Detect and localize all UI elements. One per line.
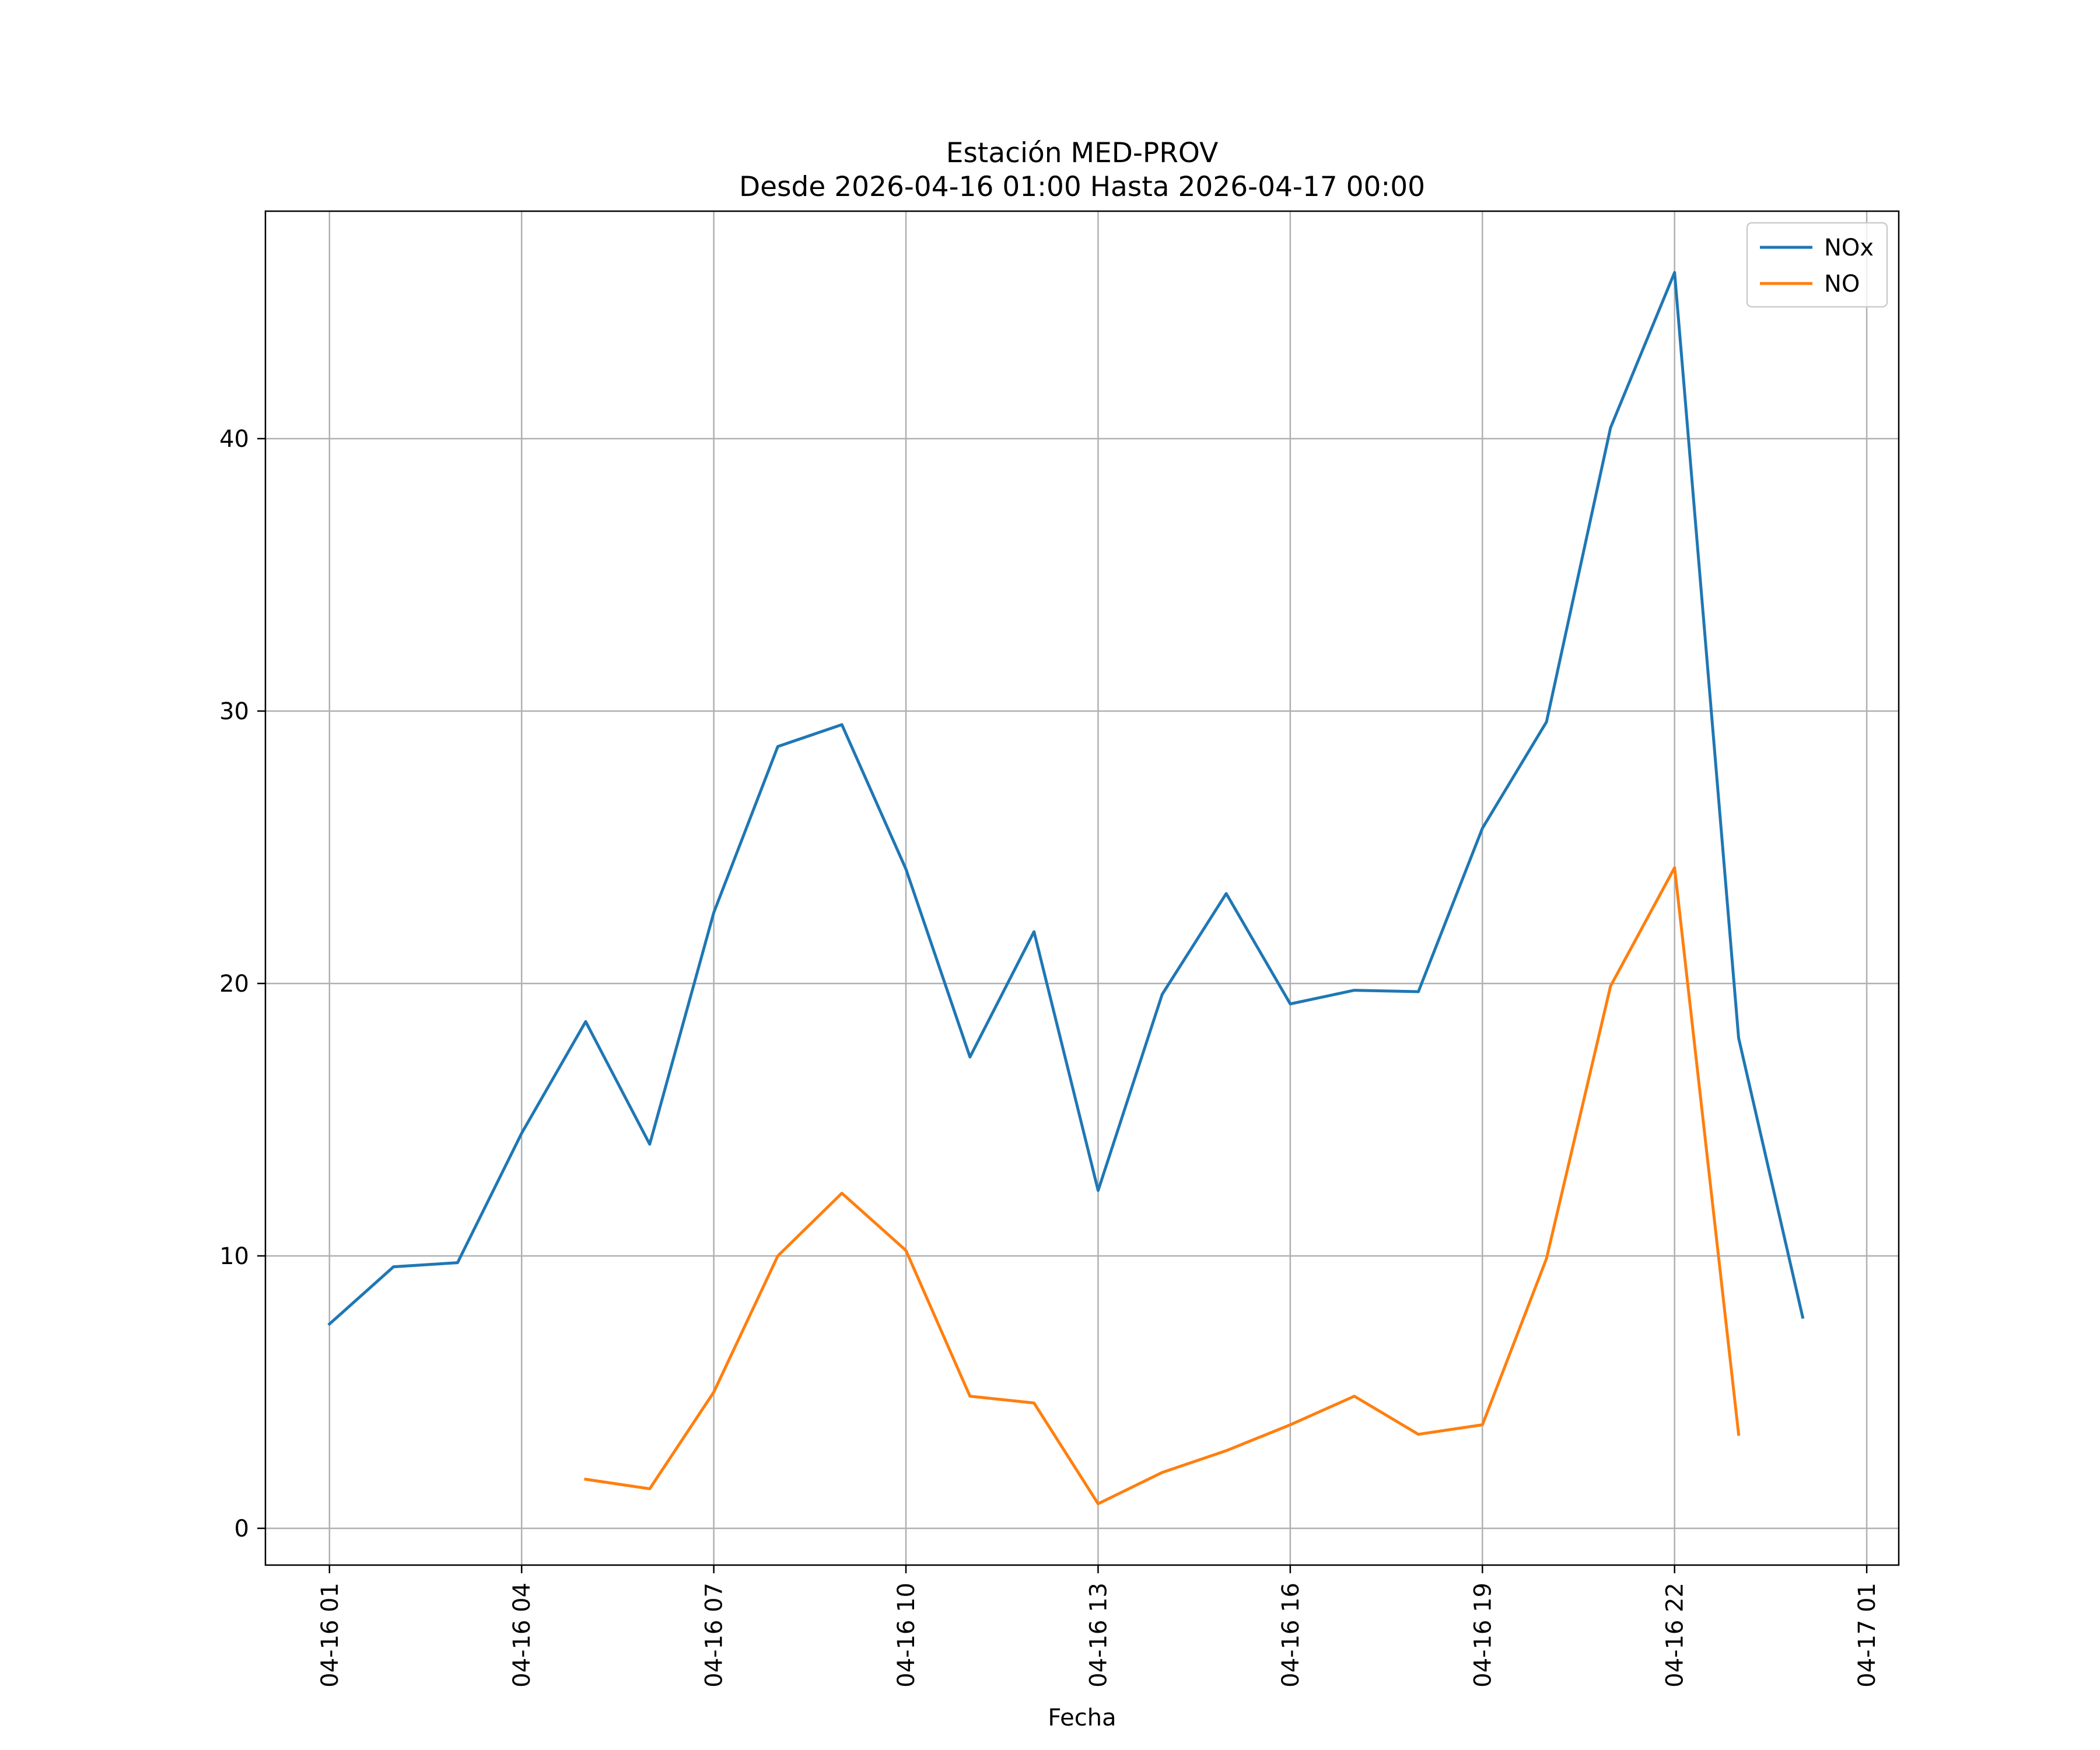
x-tick-label: 04-16 22 — [1662, 1583, 1689, 1688]
x-axis-label: Fecha — [1048, 1704, 1116, 1731]
legend-box — [1746, 222, 1888, 308]
axis-ticks: 04-16 01 04-16 04 04-16 07 04-16 10 04-16 13… — [219, 426, 1881, 1688]
series-lines — [327, 271, 1805, 1506]
x-tick-label: 04-16 19 — [1469, 1583, 1496, 1688]
x-tick-label: 04-16 07 — [701, 1583, 728, 1688]
y-tick-label: 0 — [235, 1516, 249, 1542]
y-tick-label: 30 — [219, 698, 249, 725]
x-tick-label: 04-17 01 — [1854, 1583, 1881, 1688]
plot-area-frame — [264, 210, 1900, 1566]
x-tick-label: 04-16 01 — [317, 1583, 344, 1688]
y-tick-label: 10 — [219, 1243, 249, 1270]
chart-subtitle: Desde 2026-04-16 01:00 Hasta 2026-04-17 … — [739, 171, 1425, 203]
chart-title: Estación MED-PROV — [946, 137, 1219, 169]
legend: NOx NO — [1746, 222, 1888, 308]
x-tick-label: 04-16 16 — [1278, 1583, 1304, 1688]
series-line-nox — [327, 271, 1805, 1326]
x-tick-label: 04-16 04 — [509, 1583, 536, 1688]
series-line-no — [584, 866, 1741, 1506]
y-tick-label: 20 — [219, 971, 249, 998]
legend-label-nox: NOx — [1824, 235, 1874, 261]
grid — [265, 211, 1899, 1565]
legend-label-no: NO — [1824, 271, 1860, 298]
x-tick-label: 04-16 13 — [1085, 1583, 1112, 1688]
x-tick-label: 04-16 10 — [893, 1583, 920, 1688]
y-tick-label: 40 — [219, 426, 249, 453]
